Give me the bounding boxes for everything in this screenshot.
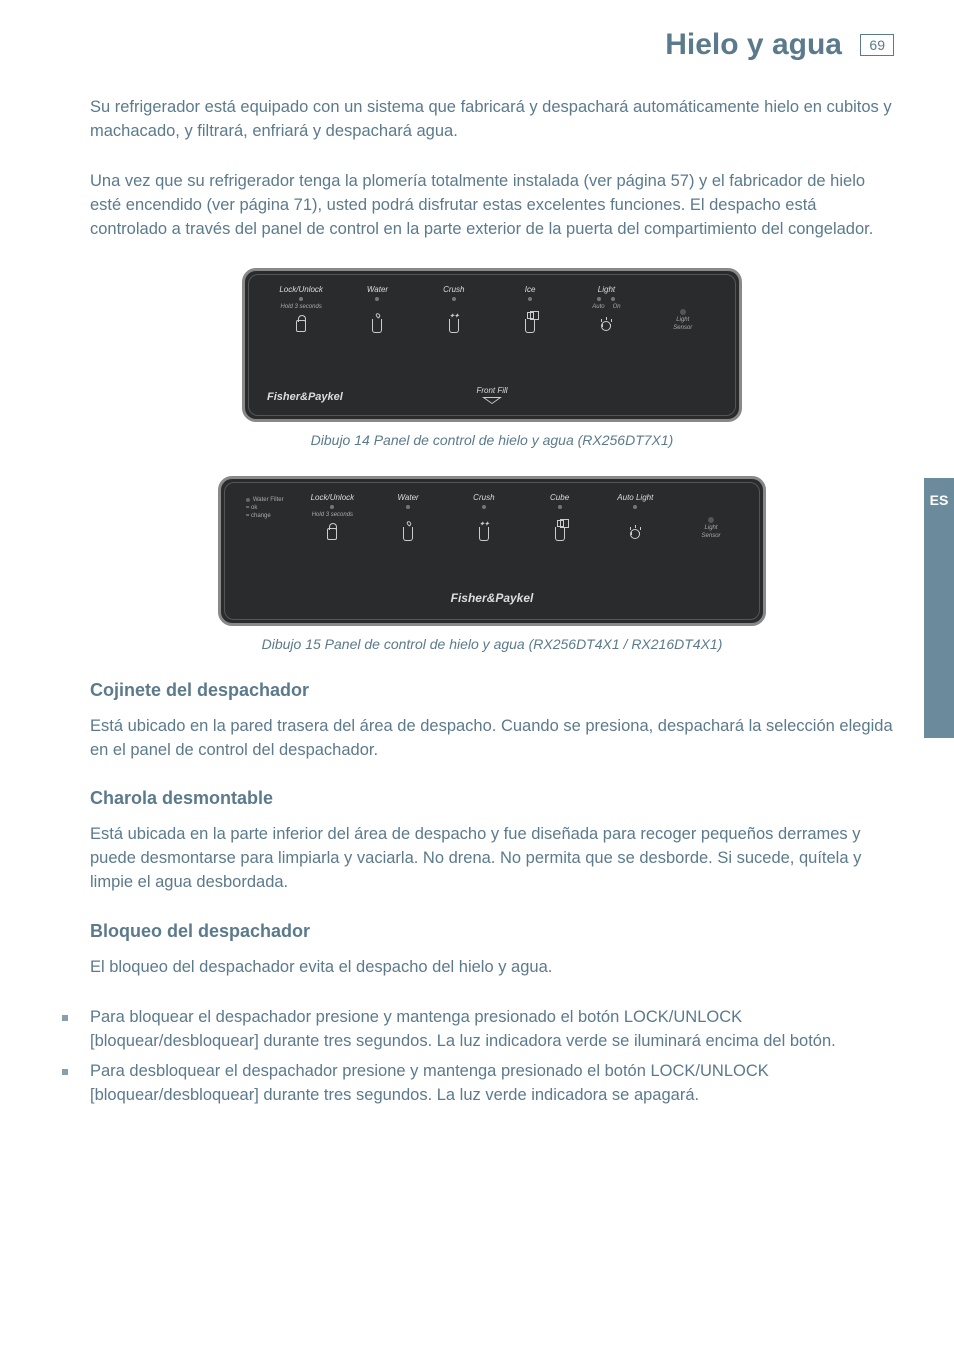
page-title: Hielo y agua — [665, 28, 842, 62]
light-sensor: Light Sensor — [684, 493, 738, 545]
indicator-dot — [299, 297, 303, 301]
sensor-l1: Light — [676, 317, 689, 323]
water-control: Water — [350, 285, 404, 337]
light-sensor: Light Sensor — [656, 285, 710, 337]
lock-label: Lock/Unlock — [311, 493, 355, 502]
indicator-dot — [375, 297, 379, 301]
intro-paragraph-2: Una vez que su refrigerador tenga la plo… — [90, 170, 894, 242]
water-filter-indicator: Water Filter = ok = change — [246, 493, 284, 545]
crush-control: Crush ✦✦ — [457, 493, 511, 545]
glass-crush-icon: ✦✦ — [449, 319, 459, 333]
control-panel-2: Water Filter = ok = change Lock/Unlock H… — [218, 476, 766, 626]
glass-crush-icon: ✦✦ — [479, 527, 489, 541]
glass-cube-icon — [555, 527, 565, 541]
page-header: Hielo y agua 69 — [0, 0, 954, 62]
filter-change: = change — [246, 513, 271, 519]
bulb-icon — [630, 529, 640, 539]
content-area: Su refrigerador está equipado con un sis… — [0, 62, 954, 1108]
glass-icon — [403, 527, 413, 541]
filter-ok: = ok — [246, 505, 258, 511]
cube-label: Cube — [550, 493, 569, 502]
filter-title: Water Filter — [253, 497, 284, 503]
brand-logo: Fisher&Paykel — [267, 391, 343, 403]
autolight-label: Auto Light — [617, 493, 653, 502]
section-1-body: Está ubicado en la pared trasera del áre… — [90, 715, 894, 763]
indicator-dot — [452, 297, 456, 301]
crush-label: Crush — [443, 285, 464, 294]
sensor-icon — [680, 309, 686, 315]
triangle-down-icon — [482, 398, 502, 405]
section-3-heading: Bloqueo del despachador — [90, 921, 894, 942]
control-panel-1: Lock/Unlock Hold 3 seconds Water Crush — [242, 268, 742, 422]
lock-icon — [296, 320, 306, 332]
lock-unlock-control: Lock/Unlock Hold 3 seconds — [305, 493, 359, 545]
bullet-1: Para bloquear el despachador presione y … — [62, 1006, 894, 1054]
sensor-l2: Sensor — [673, 325, 692, 331]
water-label: Water — [367, 285, 388, 294]
section-3-intro: El bloqueo del despachador evita el desp… — [90, 956, 894, 980]
bullet-2: Para desbloquear el despachador presione… — [62, 1060, 894, 1108]
brand-logo: Fisher&Paykel — [225, 591, 759, 605]
indicator-dot — [528, 297, 532, 301]
lock-label: Lock/Unlock — [279, 285, 323, 294]
glass-cube-icon — [525, 319, 535, 333]
control-panel-1-figure: Lock/Unlock Hold 3 seconds Water Crush — [90, 268, 894, 466]
intro-paragraph-1: Su refrigerador está equipado con un sis… — [90, 96, 894, 144]
section-2-body: Está ubicada en la parte inferior del ár… — [90, 823, 894, 895]
bulb-icon — [601, 321, 611, 331]
crush-control: Crush ✦✦ — [427, 285, 481, 337]
lock-sub: Hold 3 seconds — [280, 304, 321, 310]
page-number: 69 — [860, 34, 894, 56]
lock-unlock-control: Lock/Unlock Hold 3 seconds — [274, 285, 328, 337]
ice-label: Ice — [525, 285, 536, 294]
glass-icon — [372, 319, 382, 333]
auto-light-control: Auto Light — [608, 493, 662, 545]
crush-label: Crush — [473, 493, 494, 502]
light-label: Light — [598, 285, 615, 294]
figure-14-caption: Dibujo 14 Panel de control de hielo y ag… — [311, 432, 674, 448]
water-label: Water — [398, 493, 419, 502]
lock-sub: Hold 3 seconds — [312, 512, 353, 518]
section-2-heading: Charola desmontable — [90, 788, 894, 809]
sensor-l2: Sensor — [702, 533, 721, 539]
light-control: Light Auto On — [579, 285, 633, 337]
sensor-l1: Light — [705, 525, 718, 531]
section-1-heading: Cojinete del despachador — [90, 680, 894, 701]
language-tab: ES — [924, 478, 954, 738]
control-panel-2-figure: Water Filter = ok = change Lock/Unlock H… — [90, 476, 894, 670]
water-control: Water — [381, 493, 435, 545]
bullet-list: Para bloquear el despachador presione y … — [90, 1006, 894, 1108]
light-on: On — [613, 304, 621, 310]
sensor-icon — [708, 517, 714, 523]
language-code: ES — [930, 492, 949, 508]
light-auto: Auto — [592, 304, 604, 310]
front-fill-label: Front Fill — [476, 386, 507, 395]
cube-control: Cube — [533, 493, 587, 545]
ice-control: Ice — [503, 285, 557, 337]
lock-icon — [327, 528, 337, 540]
figure-15-caption: Dibujo 15 Panel de control de hielo y ag… — [262, 636, 723, 652]
